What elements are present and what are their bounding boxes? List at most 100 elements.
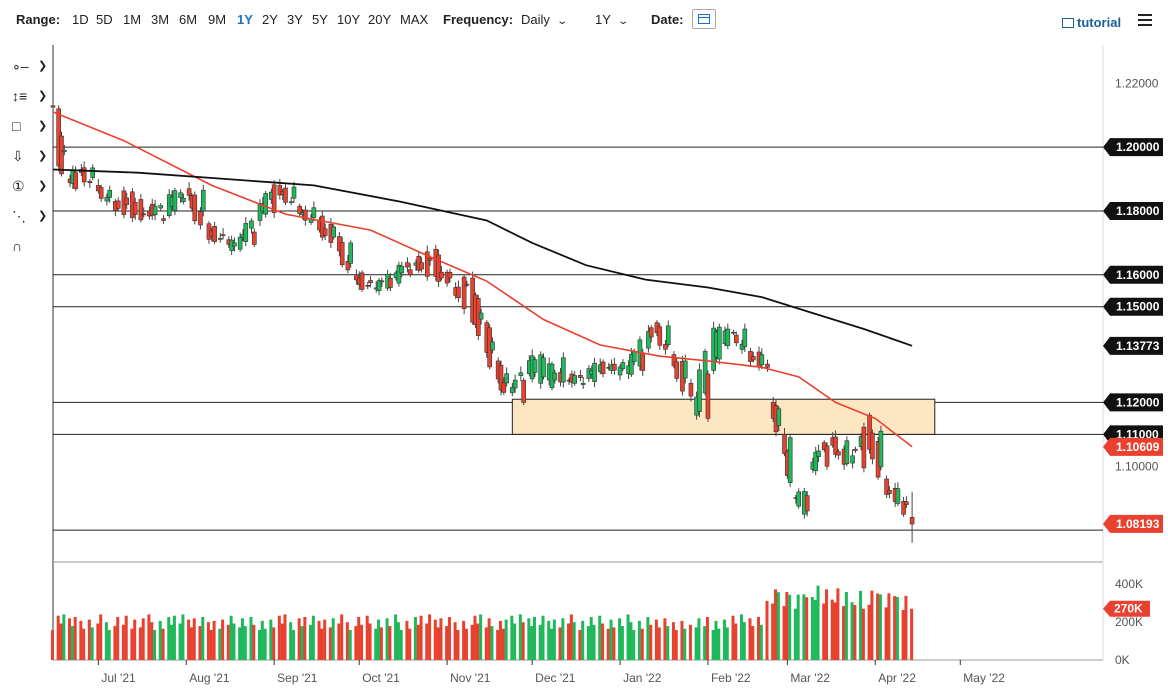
candle[interactable] [510, 387, 515, 394]
candle[interactable] [620, 362, 626, 369]
candle[interactable] [98, 187, 104, 199]
candle[interactable] [339, 241, 345, 266]
candle[interactable] [657, 326, 663, 346]
candle[interactable] [345, 261, 351, 271]
candle[interactable] [198, 211, 203, 226]
candle[interactable] [283, 187, 288, 203]
candle[interactable] [81, 167, 87, 183]
candle[interactable] [322, 228, 328, 236]
candle[interactable] [200, 189, 206, 212]
candle[interactable] [541, 357, 546, 378]
candle[interactable] [782, 434, 787, 455]
candle[interactable] [824, 445, 830, 467]
candle[interactable] [646, 331, 651, 349]
candle[interactable] [895, 488, 901, 504]
candle[interactable] [365, 285, 371, 287]
candle[interactable] [742, 328, 748, 347]
range-5y[interactable]: 5Y [312, 12, 328, 27]
candle[interactable] [379, 280, 385, 283]
range-max[interactable]: MAX [400, 12, 429, 27]
candle[interactable] [59, 135, 64, 175]
candle[interactable] [836, 451, 841, 456]
trend-lines-tool[interactable]: ↕≡ ❯ [10, 86, 48, 110]
candle[interactable] [804, 495, 810, 512]
candle[interactable] [504, 373, 509, 384]
candle[interactable] [252, 231, 257, 245]
candle[interactable] [572, 375, 578, 384]
candle[interactable] [612, 363, 617, 371]
candle[interactable] [600, 361, 606, 375]
candle[interactable] [405, 262, 410, 268]
ma-long-line[interactable] [52, 168, 913, 347]
period-select[interactable]: 1Y ⌄ [595, 12, 629, 27]
candle[interactable] [104, 196, 110, 202]
candle[interactable] [512, 379, 518, 389]
candle[interactable] [717, 326, 722, 360]
range-20y[interactable]: 20Y [368, 12, 392, 27]
candle[interactable] [376, 280, 382, 292]
candle[interactable] [478, 312, 484, 320]
candle[interactable] [186, 188, 192, 196]
candle[interactable] [263, 193, 268, 215]
candle[interactable] [232, 242, 237, 247]
candle[interactable] [288, 201, 294, 203]
candle[interactable] [90, 167, 95, 178]
range-5d[interactable]: 5D [96, 12, 113, 27]
candle[interactable] [181, 197, 186, 202]
candle[interactable] [217, 238, 223, 240]
candle[interactable] [759, 354, 765, 366]
candle[interactable] [427, 257, 433, 261]
candle[interactable] [178, 192, 183, 198]
candle[interactable] [765, 363, 770, 368]
range-1y[interactable]: 1Y [237, 12, 253, 27]
hamburger-menu-icon[interactable] [1138, 14, 1152, 29]
candle[interactable] [62, 150, 67, 153]
candle[interactable] [751, 356, 756, 361]
candle[interactable] [220, 234, 226, 236]
candle[interactable] [631, 351, 637, 362]
candle[interactable] [867, 414, 872, 450]
candle[interactable] [249, 220, 254, 229]
candle[interactable] [368, 280, 373, 284]
candle[interactable] [498, 364, 504, 391]
candle[interactable] [212, 225, 217, 242]
candle[interactable] [439, 271, 444, 279]
range-3m[interactable]: 3M [151, 12, 170, 27]
frequency-select[interactable]: Daily ⌄ [521, 12, 568, 27]
candle[interactable] [141, 213, 147, 216]
candle[interactable] [303, 209, 308, 221]
tutorial-link[interactable]: tutorial [1062, 15, 1121, 30]
range-3y[interactable]: 3Y [287, 12, 303, 27]
candle[interactable] [464, 283, 470, 286]
last-candle[interactable] [909, 517, 915, 525]
candle[interactable] [904, 501, 909, 505]
candle[interactable] [158, 205, 164, 209]
candle[interactable] [277, 185, 283, 196]
candle[interactable] [884, 478, 889, 495]
candle[interactable] [731, 331, 736, 334]
candle[interactable] [87, 180, 93, 184]
candle[interactable] [853, 448, 858, 451]
candle[interactable] [161, 218, 166, 221]
candle[interactable] [552, 372, 558, 381]
candle[interactable] [237, 236, 243, 250]
date-picker-button[interactable] [692, 9, 716, 29]
candle[interactable] [436, 254, 441, 282]
annotation-tool[interactable]: ① ❯ [10, 176, 48, 200]
candle[interactable] [138, 199, 144, 221]
candle[interactable] [561, 357, 566, 383]
candle[interactable] [617, 366, 623, 376]
range-2y[interactable]: 2Y [262, 12, 278, 27]
candle[interactable] [813, 451, 819, 472]
candle[interactable] [124, 197, 130, 205]
candle[interactable] [629, 353, 634, 375]
candle[interactable] [456, 286, 461, 299]
candle[interactable] [739, 344, 745, 350]
candle[interactable] [776, 408, 782, 426]
candle[interactable] [688, 382, 694, 397]
candle[interactable] [674, 361, 680, 379]
ma-short-line[interactable] [52, 111, 913, 448]
candle[interactable] [532, 359, 538, 373]
range-1d[interactable]: 1D [72, 12, 89, 27]
